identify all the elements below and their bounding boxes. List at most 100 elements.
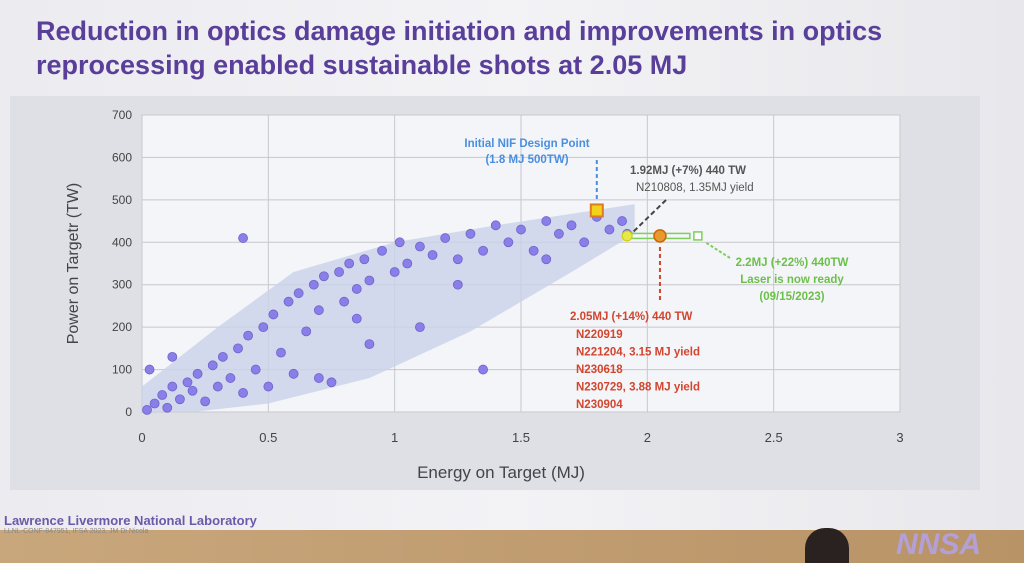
shot-point bbox=[149, 398, 160, 409]
shot-point bbox=[490, 220, 501, 231]
shot-point bbox=[187, 385, 198, 396]
shot-point bbox=[319, 271, 329, 282]
x-tick-label: 3 bbox=[896, 430, 903, 445]
shot-point bbox=[238, 388, 248, 398]
shot-point bbox=[258, 322, 269, 333]
shot-point bbox=[200, 396, 211, 407]
design-point-sub: (1.8 MJ 500TW) bbox=[485, 154, 568, 166]
shot-point bbox=[617, 216, 627, 226]
footer-org: Lawrence Livermore National Laboratory bbox=[4, 513, 257, 528]
shot-point bbox=[243, 330, 254, 341]
shot-point bbox=[359, 254, 370, 265]
shot-point bbox=[351, 284, 362, 294]
shot-point bbox=[225, 373, 236, 383]
shot-point bbox=[207, 360, 218, 371]
x-tick-label: 2.5 bbox=[765, 430, 783, 445]
shot-point bbox=[167, 381, 178, 392]
shot-point bbox=[142, 404, 152, 415]
y-tick-label: 200 bbox=[112, 320, 132, 334]
x-tick-label: 0.5 bbox=[259, 430, 277, 445]
shot-point bbox=[233, 343, 243, 354]
shot-point bbox=[174, 394, 185, 405]
design-point-label: Initial NIF Design Point bbox=[464, 138, 589, 150]
shot205-line: N230618 bbox=[576, 364, 623, 376]
shot-point bbox=[326, 377, 337, 388]
shot-point bbox=[293, 288, 304, 299]
shot205-line: N230729, 3.88 MJ yield bbox=[576, 382, 700, 394]
shot-point bbox=[516, 224, 526, 235]
y-tick-label: 500 bbox=[112, 193, 132, 207]
shot-point bbox=[541, 254, 552, 265]
y-tick-label: 0 bbox=[125, 405, 132, 419]
shot-point bbox=[308, 279, 319, 290]
x-tick-label: 0 bbox=[138, 430, 145, 445]
shot-point bbox=[334, 267, 344, 277]
shot-point bbox=[192, 368, 203, 379]
shot-point bbox=[566, 220, 577, 231]
y-axis-label: Power on Targetr (TW) bbox=[65, 183, 82, 345]
design-point-marker bbox=[589, 203, 604, 218]
y-tick-label: 600 bbox=[112, 150, 132, 164]
x-tick-label: 2 bbox=[644, 430, 651, 445]
shot-point bbox=[351, 313, 362, 324]
presenter-head bbox=[805, 528, 849, 563]
floor bbox=[0, 530, 1024, 563]
shot-point bbox=[167, 351, 178, 362]
shot-point bbox=[402, 258, 413, 269]
y-tick-label: 300 bbox=[112, 278, 132, 292]
shot-point bbox=[344, 258, 355, 269]
shot-point bbox=[478, 245, 489, 256]
shot-point bbox=[268, 309, 279, 320]
shot-point bbox=[276, 347, 286, 358]
shot-point bbox=[503, 237, 514, 248]
operating-envelope bbox=[142, 204, 635, 412]
shot-point bbox=[440, 233, 451, 243]
x-axis-label: Energy on Target (MJ) bbox=[417, 463, 585, 482]
ready-220mj-marker bbox=[693, 231, 703, 241]
x-tick-label: 1 bbox=[391, 430, 398, 445]
shot-point bbox=[389, 267, 400, 277]
shot-205mj-marker bbox=[653, 229, 667, 243]
slide-title: Reduction in optics damage initiation an… bbox=[36, 16, 883, 80]
shot-point bbox=[364, 275, 375, 286]
shot-point bbox=[394, 237, 405, 248]
shot-point bbox=[182, 377, 193, 388]
shot192-sub: N210808, 1.35MJ yield bbox=[636, 182, 754, 194]
shot-point bbox=[301, 326, 312, 337]
shot-point bbox=[238, 233, 248, 243]
shot-point bbox=[217, 351, 228, 362]
shot-point bbox=[415, 322, 425, 333]
shot-point bbox=[162, 402, 173, 413]
nnsa-logo: NNSA bbox=[896, 528, 982, 561]
shot-point bbox=[427, 250, 438, 260]
shot-point bbox=[415, 241, 425, 252]
shot-point bbox=[604, 224, 615, 235]
shot-point bbox=[263, 381, 274, 392]
shot-point bbox=[288, 368, 299, 379]
shot-point bbox=[377, 245, 387, 256]
shot-point bbox=[250, 364, 261, 375]
shot192-label: 1.92MJ (+7%) 440 TW bbox=[630, 165, 746, 177]
shot-point bbox=[554, 228, 564, 239]
shot-point bbox=[157, 390, 168, 400]
shot205-line: N230904 bbox=[576, 399, 623, 411]
y-tick-label: 400 bbox=[112, 235, 132, 249]
shot205-label: 2.05MJ (+14%) 440 TW bbox=[570, 311, 693, 323]
ready-line: Laser is now ready bbox=[740, 274, 844, 286]
footer-ref: LLNL-CONF-847951, IFSA 2023, JM Di Nicol… bbox=[4, 528, 149, 535]
shot-192mj-marker bbox=[621, 230, 633, 242]
ready-line: (09/15/2023) bbox=[759, 291, 824, 303]
y-tick-label: 100 bbox=[112, 363, 132, 377]
x-tick-label: 1.5 bbox=[512, 430, 530, 445]
shot-point bbox=[283, 296, 294, 307]
shot205-line: N220919 bbox=[576, 329, 623, 341]
shot-point bbox=[313, 373, 324, 383]
shot-point bbox=[313, 305, 324, 316]
shot-point bbox=[465, 228, 476, 239]
shot205-line: N221204, 3.15 MJ yield bbox=[576, 347, 700, 359]
shot-point bbox=[452, 254, 463, 265]
shot-point bbox=[478, 364, 489, 375]
shot-point bbox=[541, 216, 552, 226]
y-tick-label: 700 bbox=[112, 108, 132, 122]
